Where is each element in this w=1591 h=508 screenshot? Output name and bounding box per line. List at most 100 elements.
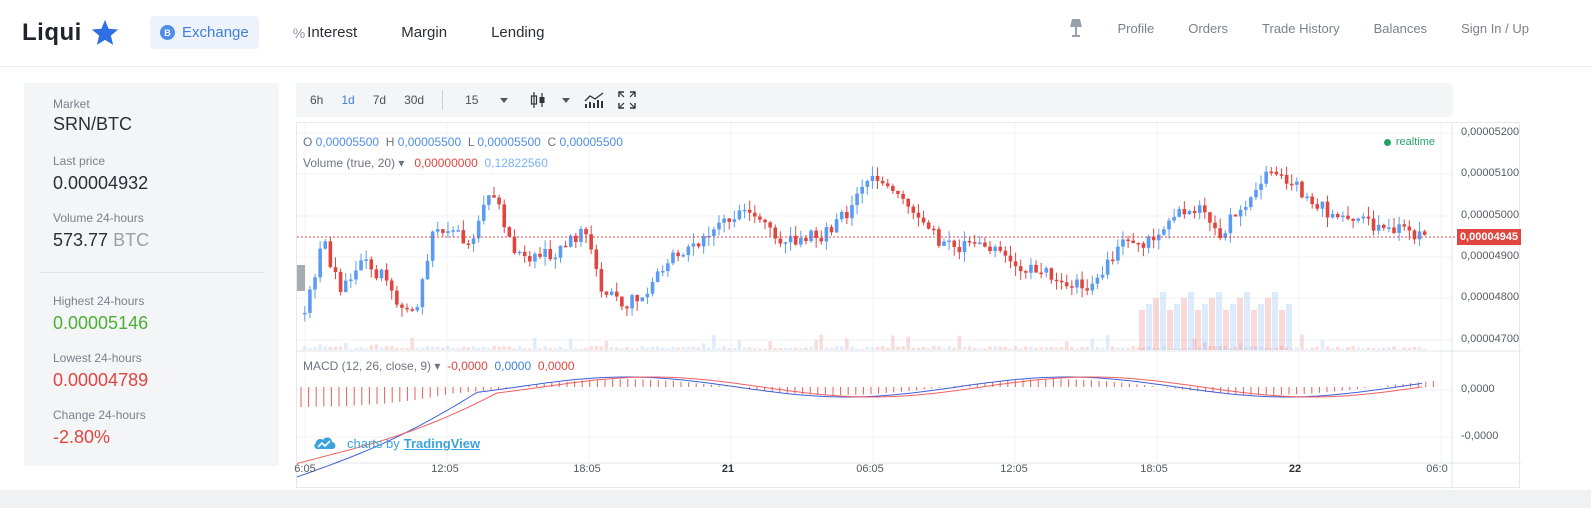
indicators-icon[interactable] bbox=[584, 92, 604, 108]
volume-bar bbox=[1139, 310, 1145, 350]
price-axis-label: 0,00004800 bbox=[1461, 291, 1520, 303]
volume-bar bbox=[379, 347, 384, 350]
nav-exchange[interactable]: B Exchange bbox=[150, 16, 259, 49]
interval-select[interactable]: 15 bbox=[465, 93, 479, 107]
volume-bar bbox=[706, 347, 711, 350]
candle-body bbox=[834, 219, 839, 233]
range-1d-button[interactable]: 1d bbox=[341, 93, 355, 107]
range-30d-button[interactable]: 30d bbox=[404, 93, 425, 107]
nav-orders[interactable]: Orders bbox=[1188, 20, 1229, 36]
fullscreen-icon[interactable] bbox=[618, 91, 637, 109]
volume-bar bbox=[400, 348, 404, 350]
low-block: Lowest 24-hours 0.00004789 bbox=[53, 351, 148, 391]
candle-body bbox=[441, 229, 445, 233]
nav-balances[interactable]: Balances bbox=[1373, 20, 1428, 36]
candle-body bbox=[967, 241, 972, 243]
volume-bar bbox=[435, 346, 440, 350]
candle-body bbox=[819, 237, 824, 242]
tradingview-link[interactable]: TradingView bbox=[403, 435, 481, 451]
candle-body bbox=[471, 238, 476, 245]
macd-legend[interactable]: MACD (12, 26, close, 9) ▾ -0,0000 0,0000… bbox=[303, 359, 575, 373]
volume-bar bbox=[1351, 346, 1355, 350]
candle-body bbox=[1346, 215, 1350, 219]
candle-body bbox=[1310, 196, 1314, 205]
candle-body bbox=[451, 230, 455, 232]
volume-bar bbox=[753, 348, 757, 350]
volume-legend[interactable]: Volume (true, 20) ▾ 0,00000000 0,1282256… bbox=[303, 156, 548, 170]
volume-bar bbox=[1039, 347, 1043, 350]
chart-canvas[interactable] bbox=[297, 123, 1521, 489]
range-7d-button[interactable]: 7d bbox=[372, 93, 387, 107]
volume-bar bbox=[1018, 348, 1023, 350]
candle-body bbox=[604, 291, 609, 295]
volume-bar bbox=[676, 347, 680, 350]
volume-bar bbox=[1371, 348, 1376, 350]
price-chart[interactable]: O 0,00005500 H 0,00005500 L 0,00005500 C… bbox=[294, 122, 1521, 489]
candle-body bbox=[563, 245, 568, 248]
volume-bar bbox=[430, 347, 435, 350]
ohlc-close: 0,00005500 bbox=[559, 135, 623, 149]
candle-body bbox=[625, 306, 629, 309]
candle-body bbox=[814, 230, 818, 238]
volume-bar bbox=[456, 347, 461, 350]
candle-body bbox=[921, 217, 926, 223]
volume-bar bbox=[1034, 347, 1038, 350]
volume-bar bbox=[1095, 346, 1100, 350]
nav-profile[interactable]: Profile bbox=[1117, 20, 1155, 36]
candle-body bbox=[1320, 201, 1325, 209]
candle-body bbox=[855, 193, 859, 206]
volume-bar bbox=[1141, 347, 1146, 350]
candlestick-icon[interactable] bbox=[530, 91, 546, 109]
candle-body bbox=[1412, 230, 1417, 240]
nav-interest[interactable]: % Interest bbox=[283, 16, 367, 49]
volume-bar bbox=[834, 346, 839, 350]
candle-body bbox=[1335, 213, 1340, 218]
high-block: Highest 24-hours 0.00005146 bbox=[53, 294, 148, 334]
volume-bar bbox=[1187, 347, 1192, 350]
candle-body bbox=[753, 212, 757, 217]
volume-bar bbox=[1407, 347, 1412, 350]
current-price-tag: 0,00004945 bbox=[1457, 229, 1521, 245]
brand-logo[interactable]: Liqui bbox=[22, 18, 120, 48]
volume-bar bbox=[1085, 347, 1089, 350]
market-info-panel: Market SRN/BTC Last price 0.00004932 Vol… bbox=[24, 83, 279, 466]
volume-bar bbox=[1202, 304, 1208, 350]
macd-legend-name: MACD (12, 26, close, 9) bbox=[303, 359, 432, 373]
volume-bar bbox=[1412, 346, 1417, 350]
candle-body bbox=[1218, 228, 1222, 239]
volume-bar bbox=[727, 348, 732, 350]
drag-handle[interactable] bbox=[297, 265, 305, 291]
volume-bar bbox=[1197, 347, 1202, 350]
candle-body bbox=[466, 243, 471, 245]
volume-bar bbox=[512, 348, 517, 350]
interval-chevron-down-icon[interactable] bbox=[500, 97, 509, 103]
candle-body bbox=[850, 205, 854, 219]
candle-body bbox=[655, 271, 660, 282]
nav-lending[interactable]: Lending bbox=[481, 16, 554, 49]
nav-sign-in[interactable]: Sign In / Up bbox=[1461, 20, 1529, 36]
volume-bar bbox=[645, 347, 650, 350]
percent-icon: % bbox=[292, 24, 306, 41]
volume-bar bbox=[758, 348, 762, 350]
candle-body bbox=[512, 236, 517, 254]
nav-margin[interactable]: Margin bbox=[391, 16, 457, 49]
lamp-icon[interactable] bbox=[1069, 18, 1083, 38]
volume-bar bbox=[967, 346, 972, 350]
nav-trade-history[interactable]: Trade History bbox=[1262, 20, 1340, 36]
candle-body bbox=[1330, 213, 1335, 218]
volume-bar bbox=[712, 334, 716, 350]
range-6h-button[interactable]: 6h bbox=[310, 93, 324, 107]
volume-label: Volume 24-hours bbox=[53, 211, 144, 225]
tradingview-watermark[interactable]: charts by TradingView bbox=[313, 435, 480, 451]
volume-bar bbox=[604, 340, 609, 350]
volume-bar bbox=[947, 346, 951, 350]
volume-bar bbox=[1160, 292, 1166, 350]
candle-body bbox=[1187, 210, 1192, 215]
chart-toolbar: 6h 1d 7d 30d 15 bbox=[296, 83, 1453, 117]
candle-body bbox=[620, 296, 624, 307]
chart-type-chevron-down-icon[interactable] bbox=[562, 97, 571, 103]
candle-body bbox=[809, 230, 813, 242]
candle-body bbox=[931, 228, 936, 231]
volume-bar bbox=[1174, 304, 1180, 350]
volume-bar bbox=[717, 348, 721, 350]
